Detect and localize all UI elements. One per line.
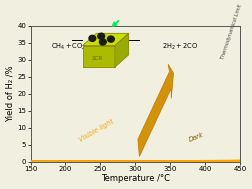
Y-axis label: Yield of H₂ /%: Yield of H₂ /% — [6, 65, 15, 122]
FancyArrow shape — [138, 64, 174, 156]
Polygon shape — [115, 33, 129, 67]
Polygon shape — [83, 33, 129, 46]
Text: Visible light: Visible light — [78, 118, 115, 143]
Text: $\mathregular{2H_2 + 2CO}$: $\mathregular{2H_2 + 2CO}$ — [162, 42, 199, 53]
Polygon shape — [83, 46, 115, 67]
Circle shape — [89, 35, 96, 41]
Text: SCR: SCR — [91, 56, 103, 61]
Circle shape — [100, 39, 106, 45]
X-axis label: Temperature /°C: Temperature /°C — [101, 174, 170, 184]
Text: $\mathregular{CH_4 + CO_2}$: $\mathregular{CH_4 + CO_2}$ — [51, 42, 87, 53]
Text: Dark: Dark — [187, 131, 204, 143]
Text: Thermodynamical Limit: Thermodynamical Limit — [220, 3, 243, 60]
Circle shape — [98, 33, 105, 39]
Circle shape — [108, 36, 114, 42]
